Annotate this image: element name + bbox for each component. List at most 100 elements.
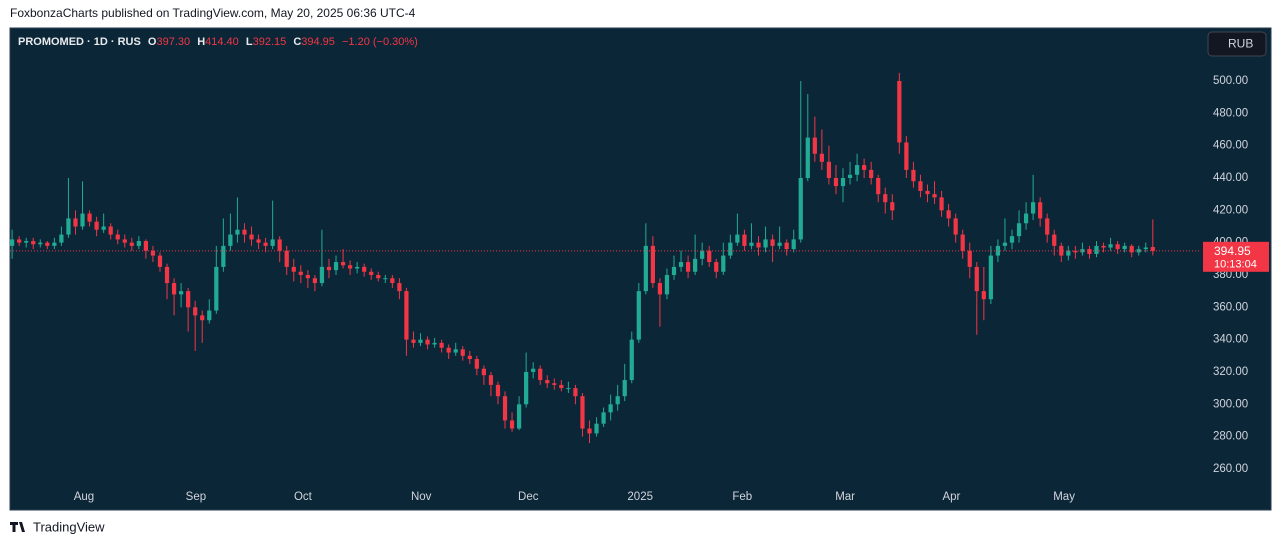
- currency-label: RUB: [1228, 37, 1253, 51]
- candle-body: [524, 371, 529, 405]
- candle-body: [460, 349, 465, 356]
- candle-body: [601, 412, 606, 424]
- candle-body: [1052, 234, 1057, 246]
- candle-body: [1023, 213, 1029, 224]
- y-tick-label: 500.00: [1213, 75, 1248, 87]
- candle-body: [270, 239, 275, 246]
- legend-label: O: [148, 36, 157, 48]
- candle-body: [939, 197, 944, 211]
- candle-body: [411, 339, 416, 343]
- candle-body: [45, 242, 50, 246]
- candle-body: [636, 291, 641, 340]
- candle-body: [904, 142, 909, 170]
- legend-label: C: [293, 36, 301, 48]
- candle-body: [552, 383, 557, 385]
- candle-body: [1009, 236, 1015, 243]
- candle-body: [1073, 250, 1078, 253]
- x-tick-label: Sep: [186, 491, 206, 503]
- candle-body: [1094, 245, 1099, 254]
- candle-body: [671, 266, 677, 275]
- candle-body: [59, 234, 64, 243]
- candle-body: [277, 239, 282, 251]
- legend: PROMOMED · 1D · RUS O397.30 H414.40 L392…: [18, 36, 418, 48]
- candle-body: [214, 266, 219, 311]
- candle-body: [693, 258, 698, 272]
- x-tick-label: 2025: [627, 491, 653, 503]
- candle-body: [657, 283, 663, 295]
- candle-body: [495, 384, 501, 397]
- candle-body: [573, 388, 578, 397]
- last-price-box: [1203, 241, 1269, 272]
- y-tick-label: 420.00: [1213, 204, 1248, 216]
- candle-body: [1115, 244, 1120, 250]
- candle-body: [73, 218, 78, 227]
- candle-body: [728, 242, 733, 256]
- y-tick-label: 440.00: [1213, 172, 1248, 184]
- x-tick-label: May: [1053, 491, 1075, 503]
- candle-body: [38, 242, 43, 245]
- x-tick-label: Oct: [294, 491, 313, 503]
- change: −1.20 (−0.30%): [342, 36, 418, 48]
- candle-body: [207, 310, 212, 321]
- candle-body: [509, 420, 515, 429]
- x-tick-label: Nov: [411, 491, 432, 503]
- candle-body: [883, 194, 888, 203]
- candle-body: [714, 262, 719, 272]
- candle-body: [770, 239, 775, 246]
- candle-body: [784, 242, 789, 250]
- currency-button[interactable]: [1207, 31, 1267, 57]
- candle-body: [242, 229, 247, 235]
- candle-body: [897, 81, 902, 143]
- candle-body: [284, 250, 289, 267]
- y-tick-label: 360.00: [1213, 301, 1248, 313]
- candle-body: [467, 355, 472, 360]
- candle-body: [967, 250, 972, 267]
- candle-body: [355, 266, 360, 269]
- x-tick-label: Dec: [518, 491, 539, 503]
- candle-body: [369, 271, 374, 275]
- candle-body: [622, 380, 627, 397]
- candle-body: [798, 177, 803, 240]
- candle-body: [1143, 247, 1148, 250]
- candle-body: [974, 266, 979, 292]
- candle-body: [347, 265, 353, 269]
- candle-body: [129, 242, 134, 246]
- candle-body: [664, 274, 670, 295]
- legend-value: 414.40: [205, 36, 239, 48]
- candle-body: [629, 339, 634, 381]
- candle-body: [101, 226, 106, 230]
- candle-body: [678, 262, 684, 267]
- candle-body: [876, 177, 881, 195]
- candle-body: [580, 396, 585, 429]
- candle-body: [516, 404, 522, 429]
- legend-value: 394.95: [301, 36, 335, 48]
- candle-body: [1059, 245, 1064, 256]
- candle-body: [263, 242, 268, 246]
- candle-body: [136, 241, 141, 246]
- candle-body: [911, 169, 916, 182]
- candle-body: [819, 153, 824, 162]
- candle-body: [763, 239, 768, 248]
- candle-body: [833, 177, 839, 187]
- candle-body: [1038, 202, 1043, 219]
- candle-body: [24, 241, 29, 243]
- y-tick-label: 340.00: [1213, 334, 1248, 346]
- candle-body: [425, 339, 430, 345]
- candle-body: [1016, 223, 1022, 237]
- candle-body: [186, 291, 191, 308]
- y-tick-label: 280.00: [1213, 431, 1248, 443]
- candle-body: [333, 262, 339, 271]
- candle-body: [1066, 250, 1071, 256]
- candle-body: [418, 339, 423, 343]
- candle-body: [488, 375, 494, 385]
- candle-body: [94, 221, 99, 230]
- candle-body: [115, 234, 120, 240]
- y-tick-label: 300.00: [1213, 398, 1248, 410]
- candle-body: [932, 194, 937, 198]
- logo-icon: [10, 522, 25, 532]
- last-price-label: 394.95: [1214, 244, 1251, 258]
- candle-body: [108, 226, 113, 235]
- candle-body: [805, 137, 810, 178]
